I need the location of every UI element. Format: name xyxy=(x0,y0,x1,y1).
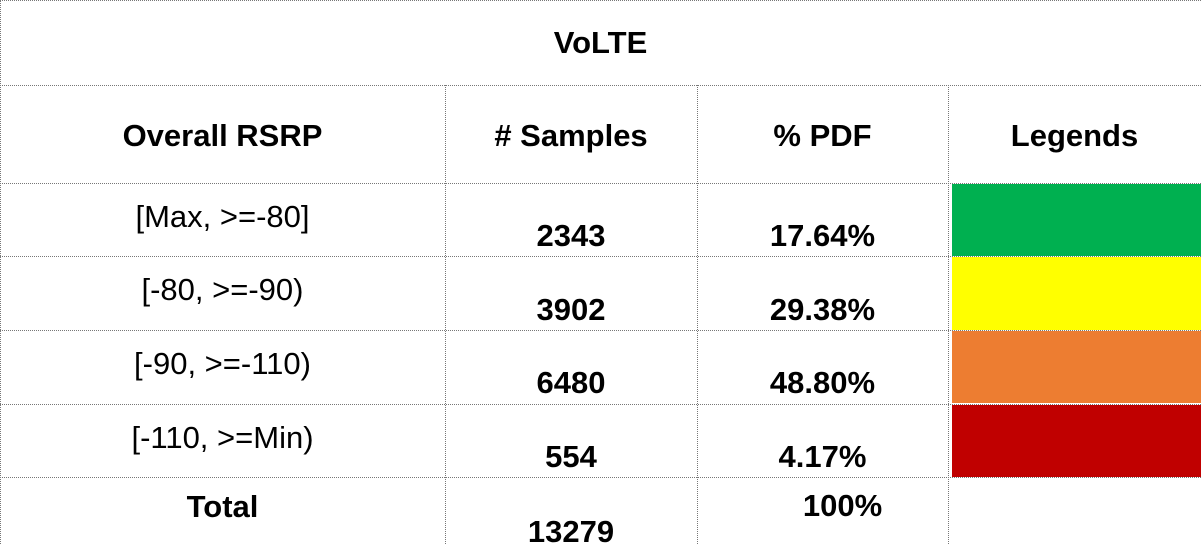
header-cell: # Samples xyxy=(494,118,648,153)
row-border xyxy=(0,0,1201,1)
range-cell: [-90, >=-110) xyxy=(134,345,311,381)
total-label: Total xyxy=(186,488,259,524)
range-cell: [-110, >=Min) xyxy=(131,419,314,455)
samples-cell: 2343 xyxy=(536,218,606,253)
range-cell: [Max, >=-80] xyxy=(135,198,310,234)
legend-swatch xyxy=(952,184,1201,256)
row-border xyxy=(0,330,1201,331)
samples-cell: 6480 xyxy=(536,365,606,400)
col-border xyxy=(697,85,698,544)
total-pdf: 100% xyxy=(802,487,883,523)
legend-swatch xyxy=(952,331,1201,403)
samples-cell: 554 xyxy=(545,439,597,474)
samples-cell: 3902 xyxy=(536,292,606,327)
row-border xyxy=(0,183,1201,184)
col-border xyxy=(0,0,1,544)
row-border xyxy=(0,256,1201,257)
total-samples: 13279 xyxy=(527,514,615,549)
header-cell: Legends xyxy=(1010,118,1139,153)
table-title: VoLTE xyxy=(553,24,648,60)
range-cell: [-80, >=-90) xyxy=(141,272,304,307)
row-border xyxy=(0,85,1201,86)
col-border xyxy=(948,85,949,544)
pdf-cell: 17.64% xyxy=(769,218,876,253)
legend-swatch xyxy=(952,257,1201,330)
row-border xyxy=(0,404,1201,405)
row-border xyxy=(0,477,1201,478)
header-cell: % PDF xyxy=(773,118,872,153)
pdf-cell: 4.17% xyxy=(778,439,867,474)
pdf-cell: 48.80% xyxy=(769,365,876,400)
pdf-cell: 29.38% xyxy=(769,292,876,327)
col-border xyxy=(445,85,446,544)
legend-swatch xyxy=(952,405,1201,477)
header-cell: Overall RSRP xyxy=(122,118,323,153)
